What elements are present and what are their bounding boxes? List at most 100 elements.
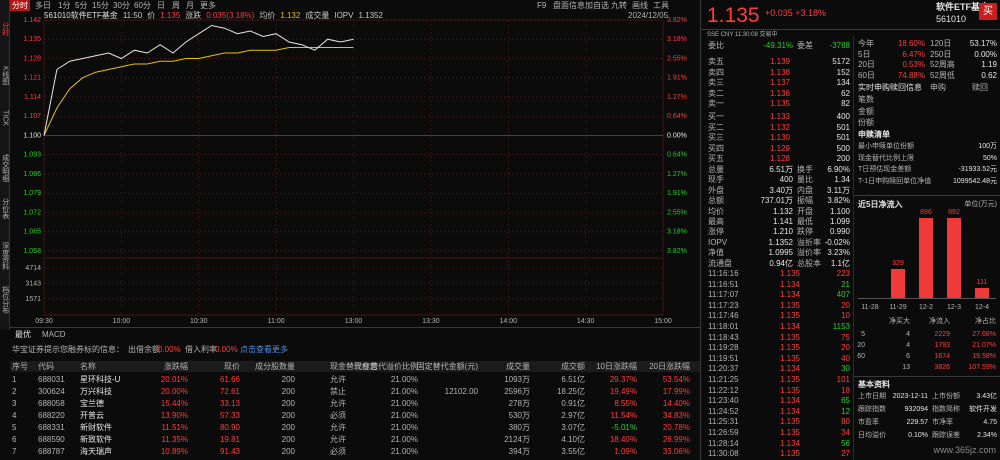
toolbar-tab[interactable]: 15分 (92, 1, 109, 10)
side-tab[interactable]: TICK (1, 110, 9, 126)
tick-price: 1.134 (779, 406, 800, 416)
tick-volume: 34 (841, 428, 850, 437)
table-cell: 688590 (38, 435, 65, 444)
section-title: 实时申购赎回信息 (858, 83, 922, 92)
side-tab[interactable]: K线图 (1, 66, 9, 85)
notice-text: 出借余额 (128, 345, 160, 354)
notice-text: 0.00% (158, 345, 181, 354)
time-tick-label: 14:30 (577, 318, 595, 325)
side-tab[interactable]: 深度资料 (1, 242, 9, 270)
table-cell: 3 (12, 399, 17, 408)
stat-label: 总量 (708, 165, 724, 174)
book-stat-label: 委比 (708, 41, 724, 50)
notice-text[interactable]: 点击查看更多 (240, 345, 288, 354)
table-header[interactable]: 20日涨跌幅 (649, 362, 690, 371)
side-tab[interactable]: 分时 (1, 22, 9, 36)
pct-tick-label: 1.27% (667, 94, 687, 101)
table-header[interactable]: 现金替代标志 (330, 362, 378, 371)
pct-tick-label: 3.82% (667, 17, 687, 24)
table-cell: 20.00% (160, 387, 188, 396)
toolbar-tab[interactable]: 周 (172, 1, 180, 10)
perf-label: 120日 (930, 39, 952, 48)
table-header[interactable]: 10日涨跌幅 (596, 362, 637, 371)
indicator-tab[interactable]: 最优 (15, 330, 31, 339)
unit-label: 单位(万元) (964, 201, 997, 208)
table-cell: 688220 (38, 411, 65, 420)
basic-label: 日均溢价 (858, 432, 886, 439)
tick-time: 11:19:28 (708, 343, 739, 353)
table-cell: 星环科技-U (80, 375, 121, 384)
side-tab[interactable]: 成交明细 (1, 154, 9, 182)
ask-price: 1.136 (769, 88, 790, 98)
table-cell: 21.00% (390, 447, 418, 456)
toolbar-active (10, 0, 30, 11)
stat-label: 跌停 (797, 227, 813, 237)
flow-bar (891, 268, 905, 298)
tick-volume: 223 (836, 269, 850, 278)
price-tick-label: 1.086 (23, 171, 41, 178)
table-header[interactable]: 固定替代金额(元) (416, 362, 478, 371)
tick-time: 11:23:40 (708, 396, 739, 406)
stat-value: -0.02% (824, 237, 850, 247)
time-tick-label: 11:00 (268, 318, 285, 325)
stat-value: 6.90% (827, 165, 850, 174)
toolbar-button[interactable]: 画线 (632, 1, 648, 10)
buy-button[interactable]: 买 (979, 3, 997, 20)
tick-price: 1.134 (779, 396, 800, 406)
side-tab[interactable]: 档位分布 (1, 286, 9, 314)
toolbar-tab[interactable]: 60分 (134, 1, 151, 10)
price-tick-label: 1.107 (23, 113, 41, 120)
table-cell: 4.10亿 (561, 435, 585, 444)
bid-volume: 501 (836, 122, 850, 132)
toolbar-button[interactable]: 盘面信息 (553, 1, 585, 10)
toolbar-button[interactable]: 加自选 (585, 1, 609, 10)
table-header[interactable]: 现价 (224, 362, 240, 371)
toolbar-button[interactable]: F9 (537, 1, 547, 10)
toolbar-tab[interactable]: 更多 (200, 1, 216, 10)
bid-label: 买一 (708, 112, 724, 121)
table-header[interactable]: 成交量 (506, 362, 530, 371)
stat-value: 1.34 (834, 175, 850, 185)
table-header[interactable]: 代码 (38, 362, 54, 371)
perf-label: 52周高 (930, 60, 955, 69)
toolbar-tab[interactable]: 5分 (75, 1, 88, 10)
table-header[interactable]: 现金替代溢价比例 (354, 362, 418, 371)
table-cell: 必须 (330, 411, 346, 420)
perf-value: 0.53% (902, 60, 925, 69)
table-cell: 18.40% (609, 435, 637, 444)
toolbar-tab[interactable]: 1分 (58, 1, 71, 10)
table-header[interactable]: 名称 (80, 362, 96, 371)
row-label: 笔数 (858, 95, 874, 104)
toolbar-tab[interactable]: 多日 (35, 1, 51, 10)
tick-volume: 101 (836, 375, 850, 384)
net-cell: 1674 (934, 353, 950, 360)
table-cell: 19.81 (219, 435, 240, 444)
table-cell: 13.90% (160, 411, 188, 420)
table-header[interactable]: 序号 (12, 362, 28, 371)
perf-label: 5日 (858, 49, 871, 59)
table-header[interactable]: 涨跌幅 (164, 362, 188, 371)
toolbar-tab[interactable]: 月 (186, 1, 194, 10)
stat-value: 6.51万 (769, 165, 793, 174)
indicator-tab[interactable]: MACD (42, 330, 66, 339)
toolbar-button[interactable]: 九转 (611, 1, 627, 10)
side-tab[interactable]: 分价表 (1, 198, 9, 219)
ask-volume: 152 (836, 67, 850, 77)
toolbar-tab[interactable]: 日 (157, 1, 165, 10)
basic-label: 指数简称 (932, 406, 960, 413)
toolbar-button[interactable]: 工具 (653, 1, 669, 10)
tick-time: 11:30:08 (708, 449, 739, 459)
table-header[interactable]: 成分股数量 (255, 362, 295, 371)
perf-value: 6.47% (902, 49, 925, 59)
toolbar-tab[interactable]: 30分 (113, 1, 130, 10)
flow-axis (858, 298, 996, 299)
net-cell: 60 (857, 353, 865, 360)
price-tick-label: 1.114 (24, 94, 41, 101)
basic-value: 4.75 (983, 419, 997, 426)
toolbar-tab[interactable]: 分时 (12, 1, 28, 10)
table-header[interactable]: 成交额 (561, 362, 585, 371)
flow-category: 12-2 (918, 304, 934, 311)
tick-price: 1.134 (779, 438, 800, 448)
table-cell: 11.54% (610, 411, 637, 420)
